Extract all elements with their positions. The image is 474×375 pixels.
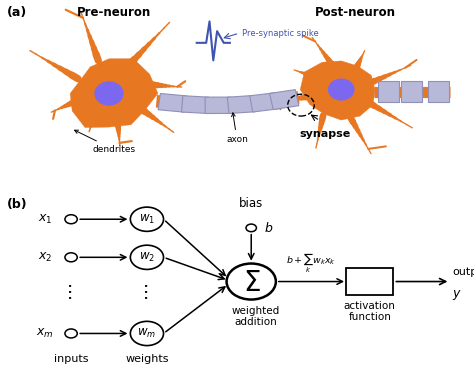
- FancyBboxPatch shape: [346, 268, 393, 295]
- Bar: [158, 93, 186, 112]
- Circle shape: [328, 79, 354, 100]
- Text: (a): (a): [7, 6, 27, 19]
- Text: $x_1$: $x_1$: [38, 213, 52, 226]
- Text: $b+\sum_k w_k x_k$: $b+\sum_k w_k x_k$: [286, 252, 337, 275]
- Text: bias: bias: [239, 197, 264, 210]
- Text: dendrites: dendrites: [74, 130, 135, 154]
- Text: synapse: synapse: [299, 129, 350, 138]
- Bar: [182, 96, 209, 114]
- Text: weights: weights: [125, 354, 169, 364]
- Text: axon: axon: [226, 113, 248, 144]
- Bar: [228, 96, 255, 114]
- Text: activation
function: activation function: [344, 301, 396, 322]
- Text: Post-neuron: Post-neuron: [315, 6, 396, 19]
- Text: $\Sigma$: $\Sigma$: [243, 269, 261, 297]
- Text: $w_m$: $w_m$: [137, 327, 156, 340]
- Polygon shape: [300, 61, 375, 120]
- Text: y: y: [453, 287, 460, 300]
- Bar: [250, 93, 279, 112]
- Text: $w_2$: $w_2$: [139, 251, 155, 264]
- Text: Pre-synaptic spike: Pre-synaptic spike: [242, 28, 319, 38]
- Text: $b$: $b$: [264, 221, 274, 235]
- Text: output: output: [453, 267, 474, 277]
- Bar: [378, 81, 399, 102]
- Bar: [270, 90, 299, 110]
- Text: $w_1$: $w_1$: [139, 213, 155, 226]
- Text: inputs: inputs: [54, 354, 88, 364]
- Text: (b): (b): [7, 198, 28, 211]
- Polygon shape: [70, 59, 158, 128]
- Text: $x_m$: $x_m$: [36, 327, 54, 340]
- Text: Pre-neuron: Pre-neuron: [77, 6, 151, 19]
- Bar: [401, 81, 422, 102]
- Text: $\varphi(\cdot)$: $\varphi(\cdot)$: [359, 273, 381, 290]
- Bar: [205, 97, 231, 114]
- Text: $x_2$: $x_2$: [38, 251, 52, 264]
- Bar: [428, 81, 449, 102]
- Text: $\cdots$: $\cdots$: [138, 283, 156, 301]
- Text: $\cdots$: $\cdots$: [62, 283, 80, 301]
- Text: weighted
addition: weighted addition: [232, 306, 280, 327]
- Circle shape: [95, 82, 123, 105]
